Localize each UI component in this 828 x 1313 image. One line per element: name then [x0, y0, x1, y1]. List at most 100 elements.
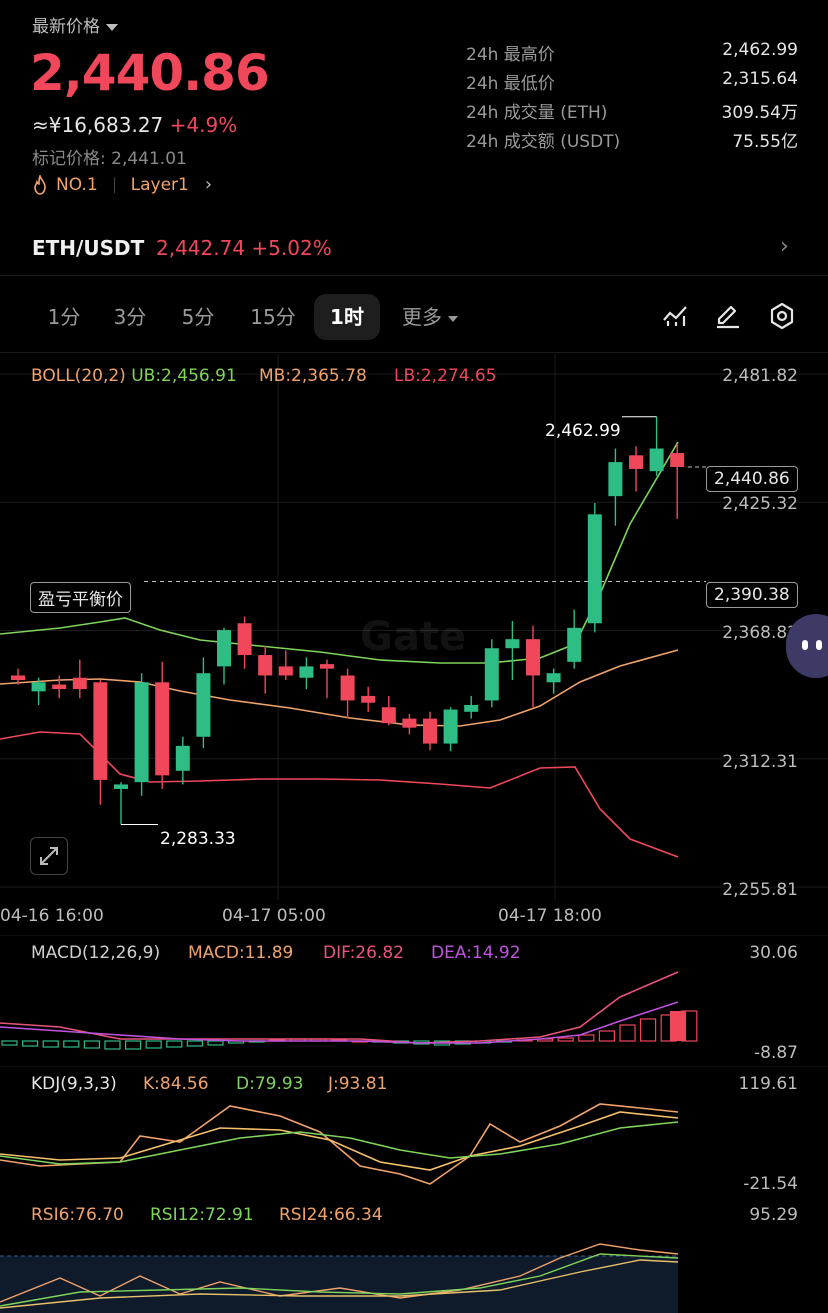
candle-body	[505, 639, 520, 649]
candle-body	[649, 448, 664, 472]
macd-histogram-bar	[639, 1018, 657, 1042]
boll-middle-band	[0, 649, 679, 727]
kdj-d-value: D:79.93	[236, 1074, 304, 1094]
kdj-label: KDJ(9,3,3)	[31, 1074, 117, 1094]
boll-ub: UB:2,456.91	[131, 366, 237, 386]
pair-price: 2,442.74	[156, 236, 246, 260]
macd-histogram-bar	[670, 1011, 686, 1041]
macd-value: MACD:11.89	[188, 943, 294, 963]
stat-volume: 24h 成交量 (ETH) 309.54万	[466, 98, 798, 123]
candle-body	[423, 718, 437, 744]
boll-label: BOLL(20,2)	[31, 366, 126, 386]
candle-body	[629, 455, 643, 469]
indicator-icon[interactable]	[660, 300, 692, 332]
stat-label: 24h 成交额 (USDT)	[466, 132, 621, 152]
stat-label: 24h 最低价	[466, 74, 555, 94]
candle-body	[464, 704, 479, 712]
price-axis-label: 2,481.82	[722, 366, 798, 386]
time-axis-label: 04-17 05:00	[222, 906, 326, 926]
macd-histogram-bar	[42, 1040, 59, 1048]
boll-lb: LB:2,274.65	[394, 366, 497, 386]
macd-histogram-bar	[63, 1040, 80, 1048]
candlestick-chart[interactable]	[0, 354, 828, 900]
candle-body	[526, 639, 540, 676]
candle-body	[587, 514, 602, 624]
rsi-axis-label: 95.29	[749, 1205, 798, 1225]
last-price-label[interactable]: 最新价格	[32, 12, 118, 37]
candle-body	[217, 630, 231, 667]
current-price-tag: 2,440.86	[706, 466, 798, 492]
breakeven-label[interactable]: 盈亏平衡价	[30, 582, 131, 613]
stat-value: 309.54万	[721, 103, 798, 123]
tab-3m[interactable]: 3分	[113, 305, 147, 329]
macd-histogram-bar	[145, 1040, 162, 1049]
chevron-right-icon: ›	[204, 174, 213, 195]
tab-5m[interactable]: 5分	[181, 305, 215, 329]
candle-body	[11, 675, 25, 681]
floating-chat-button[interactable]	[786, 614, 828, 678]
macd-histogram-bar	[598, 1030, 616, 1042]
macd-histogram-bar	[557, 1037, 574, 1042]
rsi12-line	[0, 1253, 679, 1307]
high-marker-label: 2,462.99	[545, 421, 621, 441]
candle-body	[237, 623, 252, 656]
pair-change: +5.02%	[251, 236, 332, 260]
divider	[113, 176, 115, 193]
stat-label: 24h 成交量 (ETH)	[466, 103, 608, 123]
cny-value-line: ≈¥16,683.27 +4.9%	[32, 113, 237, 137]
macd-histogram-bar	[104, 1040, 121, 1050]
candle-body	[114, 784, 128, 789]
stat-low: 24h 最低价 2,315.64	[466, 69, 798, 94]
kdj-chart	[0, 1066, 828, 1185]
rsi24-line	[0, 1259, 679, 1309]
kdj-d-line	[0, 1121, 679, 1165]
interval-tabs: 1分 3分 5分 15分 1时 更多	[0, 292, 828, 342]
low-marker-label: 2,283.33	[160, 829, 236, 849]
candle-body	[258, 655, 273, 676]
rank-row[interactable]: NO.1 Layer1 ›	[32, 174, 212, 195]
settings-icon[interactable]	[766, 300, 798, 332]
macd-chart	[0, 935, 828, 1050]
macd-label: MACD(12,26,9)	[31, 943, 161, 963]
candle-body	[608, 462, 623, 497]
stat-value: 2,462.99	[722, 40, 798, 60]
chevron-down-icon	[106, 23, 118, 31]
macd-histogram-bar	[22, 1040, 39, 1047]
watermark-text: Gate	[360, 614, 467, 660]
tab-more-label: 更多	[402, 305, 442, 329]
kdj-k-value: K:84.56	[143, 1074, 209, 1094]
mark-price: 标记价格: 2,441.01	[32, 149, 187, 169]
candle-body	[278, 666, 293, 676]
fullscreen-button[interactable]	[30, 837, 68, 875]
macd-histogram-bar	[124, 1040, 142, 1050]
macd-axis-label: 30.06	[749, 943, 798, 963]
candle-body	[340, 675, 355, 701]
dif-line	[0, 971, 679, 1044]
macd-histogram-bar	[1, 1040, 18, 1046]
change-pct: +4.9%	[169, 113, 238, 137]
boll-upper-band	[0, 441, 679, 664]
tab-15m[interactable]: 15分	[250, 305, 296, 329]
kdj-axis-label: 119.61	[738, 1074, 798, 1094]
pair-price-change: 2,442.74 +5.02%	[156, 236, 332, 260]
draw-pen-icon[interactable]	[712, 300, 744, 332]
candle-body	[72, 677, 87, 690]
macd-axis-label: -8.87	[754, 1043, 798, 1063]
candle-body	[381, 707, 396, 724]
candle-body	[402, 718, 417, 728]
expand-icon	[40, 847, 58, 865]
price-axis-label: 2,425.32	[722, 494, 798, 514]
stat-label: 24h 最高价	[466, 45, 555, 65]
tab-more[interactable]: 更多	[392, 294, 468, 340]
kdj-axis-label: -21.54	[743, 1174, 798, 1194]
category-text: Layer1	[130, 174, 189, 195]
kdj-j-value: J:93.81	[328, 1074, 388, 1094]
tab-1h[interactable]: 1时	[314, 294, 380, 340]
macd-histogram-bar	[578, 1034, 595, 1042]
pair-row[interactable]: ETH/USDT 2,442.74 +5.02% ›	[0, 222, 828, 276]
stat-high: 24h 最高价 2,462.99	[466, 40, 798, 65]
tab-1m[interactable]: 1分	[47, 305, 81, 329]
candle-body	[175, 745, 190, 771]
macd-histogram-bar	[186, 1040, 203, 1047]
candle-body	[31, 682, 46, 692]
